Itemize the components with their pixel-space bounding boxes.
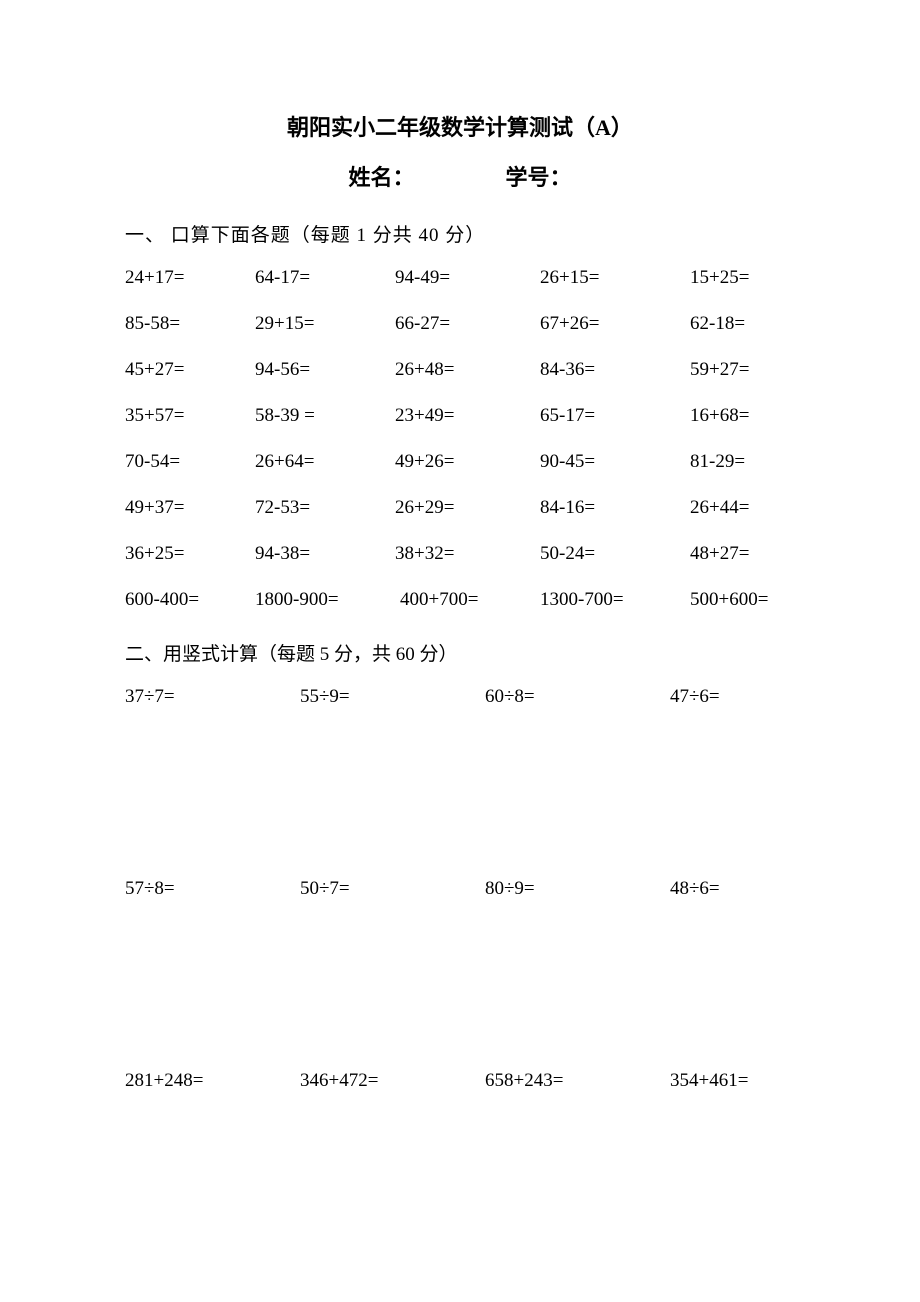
problem-cell: 94-38= <box>255 543 395 565</box>
problem-cell: 1300-700= <box>540 589 690 611</box>
problem-cell: 85-58= <box>125 313 255 335</box>
problem-cell: 80÷9= <box>485 878 670 900</box>
problem-cell: 67+26= <box>540 313 690 335</box>
problem-cell: 49+37= <box>125 497 255 519</box>
section-1-last-row: 600-400= 1800-900= 400+700= 1300-700= 50… <box>125 589 795 611</box>
id-label: 学号： <box>506 160 572 192</box>
section-2-heading: 二、用竖式计算（每题 5 分，共 60 分） <box>125 639 795 666</box>
problem-cell: 600-400= <box>125 589 255 611</box>
section-1-grid: 24+17= 64-17= 94-49= 26+15= 15+25= 85-58… <box>125 267 795 565</box>
problem-cell: 58-39 = <box>255 405 395 427</box>
name-label: 姓名： <box>348 160 414 192</box>
problem-cell: 23+49= <box>395 405 540 427</box>
problem-cell: 281+248= <box>125 1070 300 1092</box>
section-2-group-2: 57÷8= 50÷7= 80÷9= 48÷6= <box>125 878 795 900</box>
problem-cell: 400+700= <box>400 589 540 611</box>
problem-cell: 94-49= <box>395 267 540 289</box>
problem-cell: 45+27= <box>125 359 255 381</box>
problem-cell: 37÷7= <box>125 686 300 708</box>
problem-cell: 84-36= <box>540 359 690 381</box>
problem-cell: 81-29= <box>690 451 795 473</box>
problem-cell: 84-16= <box>540 497 690 519</box>
problem-cell: 354+461= <box>670 1070 795 1092</box>
problem-cell: 26+44= <box>690 497 795 519</box>
problem-cell: 26+15= <box>540 267 690 289</box>
problem-cell: 26+29= <box>395 497 540 519</box>
problem-cell: 35+57= <box>125 405 255 427</box>
problem-cell: 47÷6= <box>670 686 795 708</box>
section-2: 二、用竖式计算（每题 5 分，共 60 分） 37÷7= 55÷9= 60÷8=… <box>125 639 795 1092</box>
problem-cell: 24+17= <box>125 267 255 289</box>
problem-cell: 50÷7= <box>300 878 485 900</box>
name-id-row: 姓名： 学号： <box>125 160 795 192</box>
problem-cell: 1800-900= <box>255 589 400 611</box>
problem-cell: 15+25= <box>690 267 795 289</box>
problem-cell: 26+48= <box>395 359 540 381</box>
section-1-heading: 一、 口算下面各题（每题 1 分共 40 分） <box>125 220 795 247</box>
problem-cell: 16+68= <box>690 405 795 427</box>
problem-cell: 49+26= <box>395 451 540 473</box>
section-1: 一、 口算下面各题（每题 1 分共 40 分） 24+17= 64-17= 94… <box>125 220 795 611</box>
problem-cell: 72-53= <box>255 497 395 519</box>
problem-cell: 57÷8= <box>125 878 300 900</box>
problem-cell: 60÷8= <box>485 686 670 708</box>
problem-cell: 50-24= <box>540 543 690 565</box>
problem-cell: 500+600= <box>690 589 795 611</box>
problem-cell: 346+472= <box>300 1070 485 1092</box>
problem-cell: 36+25= <box>125 543 255 565</box>
problem-cell: 48÷6= <box>670 878 795 900</box>
problem-cell: 26+64= <box>255 451 395 473</box>
section-2-group-1: 37÷7= 55÷9= 60÷8= 47÷6= <box>125 686 795 708</box>
problem-cell: 55÷9= <box>300 686 485 708</box>
problem-cell: 59+27= <box>690 359 795 381</box>
problem-cell: 38+32= <box>395 543 540 565</box>
problem-cell: 65-17= <box>540 405 690 427</box>
problem-cell: 66-27= <box>395 313 540 335</box>
document-title: 朝阳实小二年级数学计算测试（A） <box>125 110 795 142</box>
problem-cell: 64-17= <box>255 267 395 289</box>
problem-cell: 29+15= <box>255 313 395 335</box>
problem-cell: 90-45= <box>540 451 690 473</box>
problem-cell: 62-18= <box>690 313 795 335</box>
problem-cell: 70-54= <box>125 451 255 473</box>
problem-cell: 48+27= <box>690 543 795 565</box>
problem-cell: 94-56= <box>255 359 395 381</box>
section-2-group-3: 281+248= 346+472= 658+243= 354+461= <box>125 1070 795 1092</box>
problem-cell: 658+243= <box>485 1070 670 1092</box>
